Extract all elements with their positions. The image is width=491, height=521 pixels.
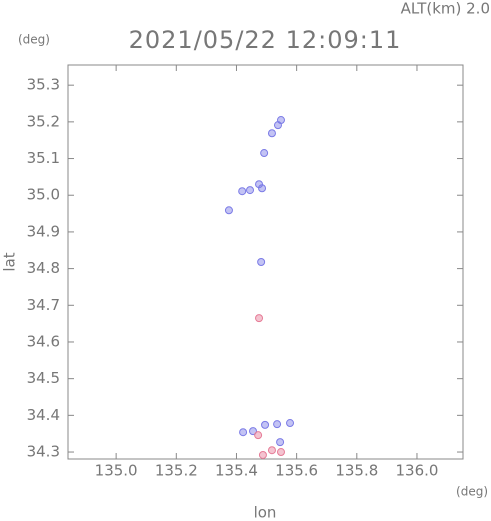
echo-point bbox=[267, 446, 276, 455]
y-tick-label: 34.9 bbox=[27, 222, 60, 240]
x-tick-label: 135.2 bbox=[155, 462, 198, 480]
echo-point bbox=[249, 427, 258, 436]
x-tick-label: 135.0 bbox=[95, 462, 138, 480]
y-tick-label: 34.7 bbox=[27, 296, 60, 314]
echo-point bbox=[273, 420, 282, 429]
x-tick-label: 135.8 bbox=[335, 462, 378, 480]
x-axis-label: lon bbox=[254, 504, 277, 521]
x-unit: (deg) bbox=[456, 485, 488, 499]
echo-point bbox=[224, 206, 233, 215]
echo-point bbox=[286, 419, 295, 428]
echo-point bbox=[276, 448, 285, 457]
y-tick-label: 34.3 bbox=[27, 443, 60, 461]
echo-point bbox=[238, 187, 247, 196]
y-tick-label: 35.0 bbox=[27, 186, 60, 204]
echo-point bbox=[255, 314, 264, 323]
echo-point bbox=[255, 180, 264, 189]
echo-point bbox=[267, 129, 276, 138]
echo-point bbox=[246, 186, 255, 195]
echo-point bbox=[261, 420, 270, 429]
y-tick-label: 34.6 bbox=[27, 332, 60, 350]
echo-point bbox=[276, 438, 285, 447]
y-tick-label: 35.3 bbox=[27, 76, 60, 94]
chart-title: 2021/05/22 12:09:11 bbox=[129, 26, 402, 54]
echo-point bbox=[239, 428, 248, 437]
echo-point bbox=[258, 450, 267, 459]
echo-point bbox=[254, 431, 263, 440]
y-tick-label: 35.1 bbox=[27, 149, 60, 167]
echo-point bbox=[260, 149, 269, 158]
y-axis-label: lat bbox=[1, 252, 19, 271]
y-tick-label: 34.8 bbox=[27, 259, 60, 277]
y-tick-label: 34.4 bbox=[27, 406, 60, 424]
x-tick-label: 135.6 bbox=[275, 462, 318, 480]
plot-frame bbox=[67, 64, 464, 460]
y-tick-label: 35.2 bbox=[27, 112, 60, 130]
x-tick-label: 136.0 bbox=[395, 462, 438, 480]
echo-point bbox=[273, 121, 282, 130]
x-tick-label: 135.4 bbox=[215, 462, 258, 480]
echo-point bbox=[257, 258, 266, 266]
subtitle: ALT(km) 2.0 bbox=[401, 0, 490, 18]
y-unit: (deg) bbox=[18, 33, 50, 47]
y-tick-label: 34.5 bbox=[27, 369, 60, 387]
